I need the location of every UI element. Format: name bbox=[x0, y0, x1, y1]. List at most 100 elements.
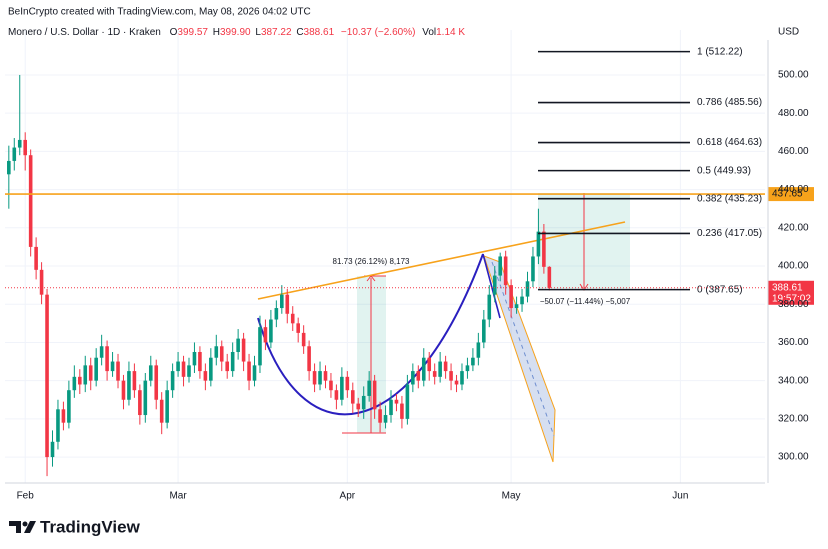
ohlc-label: L bbox=[255, 27, 261, 38]
candle-body bbox=[67, 390, 71, 423]
ohlc-value: 399.57 bbox=[177, 27, 208, 38]
brand: TradingView bbox=[40, 517, 141, 536]
candle-body bbox=[323, 371, 328, 381]
candle-body bbox=[17, 139, 22, 148]
candle-body bbox=[531, 256, 535, 282]
fib-label: 0.5 (449.93) bbox=[697, 165, 751, 176]
x-tick-label: Mar bbox=[169, 491, 187, 502]
candle-body bbox=[192, 351, 197, 366]
volume: 1.14 K bbox=[436, 27, 465, 38]
candle-body bbox=[405, 384, 410, 419]
candle-body bbox=[132, 371, 137, 391]
volume-label: Vol bbox=[422, 27, 436, 38]
x-tick-label: Jun bbox=[672, 491, 688, 502]
fib-label: 0.618 (464.63) bbox=[697, 137, 762, 148]
candle-body bbox=[148, 365, 153, 381]
y-tick-label: 500.00 bbox=[778, 70, 809, 81]
candle-body bbox=[110, 361, 115, 372]
candle-body bbox=[525, 281, 530, 297]
channel bbox=[483, 255, 556, 463]
candle-body bbox=[263, 327, 268, 343]
candle-body bbox=[45, 294, 49, 458]
candle-body bbox=[252, 365, 257, 381]
y-tick-label: 340.00 bbox=[778, 375, 809, 386]
candle-body bbox=[503, 256, 508, 286]
candle-body bbox=[460, 371, 464, 385]
candle-body bbox=[274, 308, 279, 320]
candle-body bbox=[165, 390, 169, 423]
candle-body bbox=[536, 231, 541, 257]
x-tick-label: May bbox=[502, 491, 521, 502]
y-tick-label: 360.00 bbox=[778, 337, 809, 348]
candle-body bbox=[269, 319, 273, 343]
candle-body bbox=[329, 380, 333, 391]
candle-body bbox=[170, 371, 175, 391]
levels: 437.65 1 (512.22) 0.786 (485.56) 0.618 (464… bbox=[5, 46, 814, 305]
resistance-tag bbox=[768, 187, 814, 202]
candle-body bbox=[465, 365, 470, 372]
fib-label: 0.786 (485.56) bbox=[697, 97, 762, 108]
candle-body bbox=[389, 399, 393, 416]
fib-label: 1 (512.22) bbox=[697, 46, 743, 57]
candle-body bbox=[176, 361, 180, 372]
candle-body bbox=[438, 361, 442, 377]
candle-body bbox=[127, 371, 131, 400]
ohlc-value: 399.90 bbox=[220, 27, 251, 38]
candle-body bbox=[296, 323, 300, 333]
annotation: 81.73 (26.12%) 8,173 bbox=[333, 257, 410, 266]
candle-body bbox=[378, 409, 382, 423]
candle-body bbox=[394, 399, 399, 404]
candle-body bbox=[225, 361, 230, 372]
ohlc-value: 387.22 bbox=[261, 27, 292, 38]
x-tick-label: Feb bbox=[17, 491, 35, 502]
candle-body bbox=[241, 338, 246, 362]
change: −10.37 (−2.60%) bbox=[341, 27, 416, 38]
candle-body bbox=[34, 246, 38, 270]
candle-body bbox=[421, 357, 426, 381]
ohlc-label: O bbox=[170, 27, 178, 38]
candle-body bbox=[318, 371, 322, 385]
candle-body bbox=[219, 346, 224, 362]
candle-body bbox=[230, 351, 235, 372]
brand-logo: TradingView bbox=[9, 517, 141, 536]
candle-body bbox=[121, 380, 126, 400]
y-tick-label: 480.00 bbox=[778, 108, 809, 119]
candle-body bbox=[520, 296, 524, 305]
y-tick-label: 440.00 bbox=[778, 184, 809, 195]
resistance-value: 437.65 bbox=[772, 189, 803, 200]
logo-part bbox=[9, 521, 21, 533]
x-tick-label: Apr bbox=[340, 491, 356, 502]
candle-body bbox=[449, 371, 453, 381]
candle-body bbox=[367, 380, 371, 396]
candle-body bbox=[356, 403, 361, 410]
credit: BeInCrypto created with TradingView.com,… bbox=[8, 7, 311, 18]
fib-label: 0.236 (417.05) bbox=[697, 228, 762, 239]
candle-body bbox=[116, 361, 120, 381]
candle-body bbox=[285, 294, 290, 314]
candle-body bbox=[39, 269, 44, 295]
y-tick-label: 400.00 bbox=[778, 261, 809, 272]
candle-body bbox=[312, 371, 317, 385]
candle-body bbox=[209, 357, 213, 381]
candle-body bbox=[56, 409, 60, 442]
candle-body bbox=[280, 294, 284, 309]
candle-body bbox=[482, 319, 486, 343]
candle-body bbox=[509, 285, 513, 309]
candle-body bbox=[301, 332, 306, 347]
y-tick-label: 380.00 bbox=[778, 299, 809, 310]
candle-body bbox=[498, 256, 503, 276]
candles bbox=[7, 74, 552, 477]
y-tick-label: 300.00 bbox=[778, 452, 809, 463]
candle-body bbox=[12, 147, 17, 161]
candle-body bbox=[361, 395, 366, 410]
trend-line bbox=[257, 221, 626, 300]
y-tick-label: 320.00 bbox=[778, 414, 809, 425]
candle-body bbox=[159, 399, 164, 423]
candle-body bbox=[432, 371, 437, 377]
candle-body bbox=[383, 415, 388, 423]
y-tick-label: 420.00 bbox=[778, 222, 809, 233]
candle-body bbox=[94, 357, 98, 381]
handle-line bbox=[482, 253, 501, 319]
